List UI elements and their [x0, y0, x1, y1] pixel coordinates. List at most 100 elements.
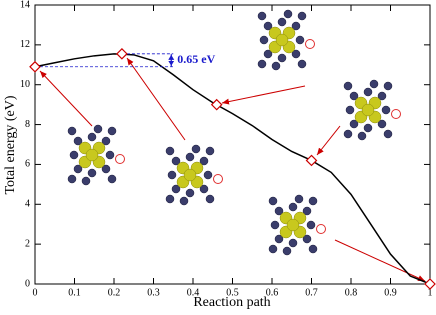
- atom: [363, 87, 373, 97]
- atom: [199, 184, 209, 194]
- point-marker: [29, 60, 41, 73]
- atom: [263, 49, 273, 59]
- atom: [87, 132, 97, 142]
- x-tick-label: 1: [428, 287, 433, 298]
- atom: [277, 53, 287, 63]
- atom: [87, 168, 97, 178]
- x-tick-label: 0.7: [305, 287, 318, 298]
- atom: [205, 194, 215, 204]
- atom: [67, 126, 77, 136]
- atom: [294, 194, 304, 204]
- arrow: [316, 125, 341, 156]
- atom: [185, 188, 195, 198]
- y-axis-label: Total energy (eV): [3, 95, 18, 194]
- arrow: [221, 85, 306, 105]
- atom: [271, 61, 281, 71]
- atom: [275, 33, 289, 47]
- vacancy-ring: [391, 109, 401, 119]
- x-tick-label: 0.9: [384, 287, 397, 298]
- atom: [369, 79, 379, 89]
- atom: [191, 144, 201, 154]
- atom: [93, 124, 103, 134]
- arrow: [334, 239, 426, 282]
- atom: [343, 129, 353, 139]
- atom: [101, 164, 111, 174]
- atom: [277, 17, 287, 27]
- atom: [171, 156, 181, 166]
- atom: [185, 152, 195, 162]
- y-tick-label: 0: [25, 278, 30, 289]
- vacancy-ring: [213, 174, 223, 184]
- atom: [297, 11, 307, 21]
- point-marker: [210, 98, 223, 111]
- x-tick-label: 0.3: [147, 287, 160, 298]
- point-marker: [305, 154, 318, 167]
- atom: [383, 129, 393, 139]
- atom: [363, 123, 373, 133]
- atom: [203, 170, 213, 180]
- atom: [69, 150, 79, 160]
- x-tick-label: 0.6: [266, 287, 279, 298]
- atom: [73, 136, 83, 146]
- y-tick-label: 10: [20, 79, 30, 90]
- atom: [308, 196, 318, 206]
- atom: [377, 119, 387, 129]
- atom: [291, 49, 301, 59]
- atom: [274, 234, 284, 244]
- atom: [165, 194, 175, 204]
- atom: [377, 91, 387, 101]
- x-tick-label: 0.1: [68, 287, 81, 298]
- x-tick-label: 0.8: [345, 287, 358, 298]
- atom: [282, 246, 292, 256]
- x-tick-label: 0: [33, 287, 38, 298]
- atom: [81, 176, 91, 186]
- point-marker: [424, 278, 436, 290]
- atom: [183, 168, 197, 182]
- x-tick-label: 0.4: [187, 287, 200, 298]
- atom: [257, 59, 267, 69]
- atom: [295, 35, 305, 45]
- atom: [67, 174, 77, 184]
- vacancy-ring: [316, 224, 326, 234]
- point-marker: [116, 47, 128, 60]
- atom: [288, 238, 298, 248]
- atom: [268, 196, 278, 206]
- arrow: [126, 57, 186, 141]
- atom: [297, 59, 307, 69]
- vacancy-ring: [115, 154, 125, 164]
- x-tick-label: 0.2: [108, 287, 121, 298]
- atom: [259, 35, 269, 45]
- atom: [349, 119, 359, 129]
- atom: [268, 244, 278, 254]
- atom: [179, 196, 189, 206]
- y-tick-label: 6: [25, 159, 30, 170]
- x-axis-label: Reaction path: [193, 295, 270, 310]
- structure-images: [67, 9, 401, 256]
- y-tick-label: 8: [25, 119, 30, 130]
- atom: [283, 9, 293, 19]
- atom: [357, 131, 367, 141]
- atom: [205, 146, 215, 156]
- atom: [361, 103, 375, 117]
- atom: [107, 126, 117, 136]
- atom: [302, 206, 312, 216]
- y-tick-label: 12: [20, 39, 30, 50]
- atom: [274, 206, 284, 216]
- y-tick-label: 4: [25, 199, 30, 210]
- atom: [381, 105, 391, 115]
- atom: [73, 164, 83, 174]
- atom: [199, 156, 209, 166]
- atom: [286, 218, 300, 232]
- atom: [349, 91, 359, 101]
- x-tick-label: 0.5: [226, 287, 239, 298]
- arrow: [39, 70, 93, 127]
- y-tick-label: 2: [25, 238, 30, 249]
- atom: [306, 220, 316, 230]
- atom: [291, 21, 301, 31]
- annotation: 0.65 eV: [177, 52, 215, 66]
- pointer-arrows: [39, 57, 426, 282]
- atom: [101, 136, 111, 146]
- atom: [171, 184, 181, 194]
- atom: [167, 170, 177, 180]
